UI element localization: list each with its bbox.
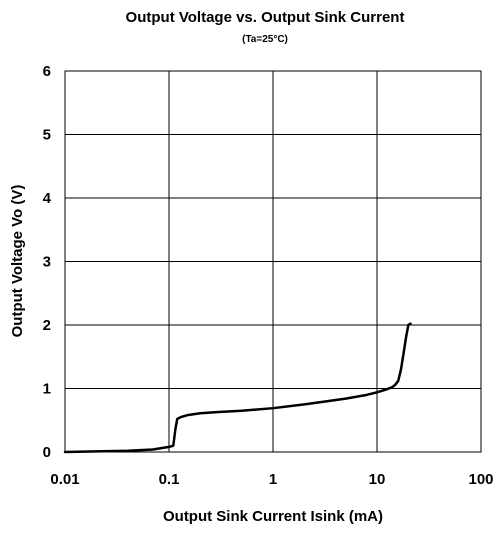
x-tick-labels: 0.01 0.1 1 10 100 — [50, 471, 493, 488]
series-line-0 — [63, 322, 412, 454]
chart-title: Output Voltage vs. Output Sink Current — [126, 9, 405, 26]
x-tick-label: 0.1 — [159, 471, 180, 488]
x-tick-label: 10 — [369, 471, 386, 488]
y-tick-label: 4 — [43, 190, 52, 207]
x-tick-label: 0.01 — [50, 471, 79, 488]
x-tick-label: 100 — [468, 471, 493, 488]
y-tick-label: 0 — [43, 444, 51, 461]
y-tick-label: 3 — [43, 254, 51, 271]
x-tick-label: 1 — [269, 471, 277, 488]
series-group — [63, 322, 412, 454]
y-tick-label: 6 — [43, 63, 51, 80]
gridlines — [64, 70, 482, 453]
y-tick-label: 2 — [43, 317, 51, 334]
y-tick-labels: 0 1 2 3 4 5 6 — [43, 63, 52, 461]
y-axis-label: Output Voltage Vo (V) — [9, 185, 26, 338]
chart-subtitle: (Ta=25°C) — [242, 34, 288, 45]
y-tick-label: 1 — [43, 381, 51, 398]
y-tick-label: 5 — [43, 127, 51, 144]
x-axis-label: Output Sink Current Isink (mA) — [163, 508, 383, 525]
